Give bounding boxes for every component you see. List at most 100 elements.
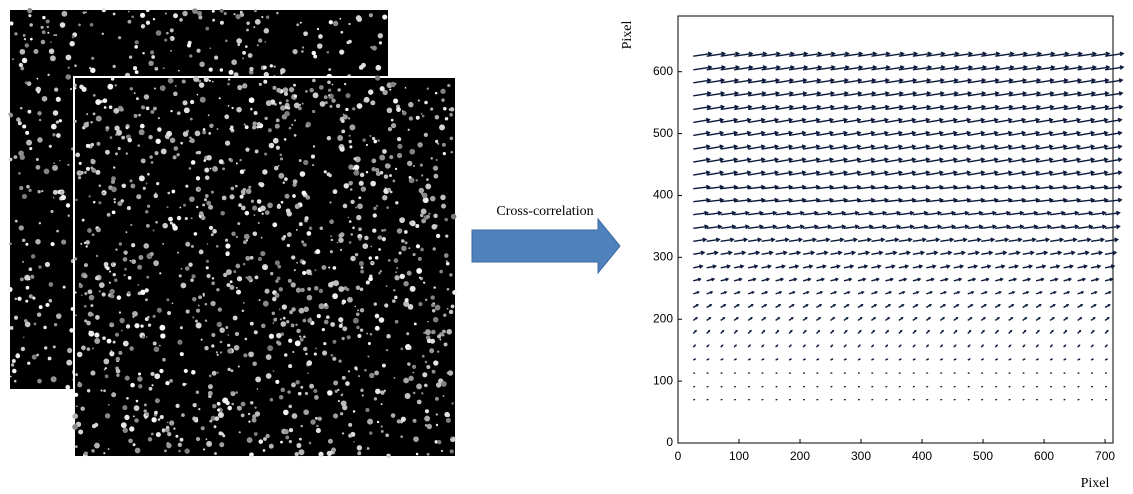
particle [155, 432, 161, 438]
vector [885, 170, 903, 176]
particle [355, 285, 361, 291]
particle [331, 83, 334, 86]
particle [246, 275, 253, 281]
particle [281, 236, 286, 241]
vector [734, 157, 752, 163]
particle [326, 450, 333, 457]
particle [358, 196, 362, 200]
particle [152, 341, 157, 346]
particle [130, 382, 135, 388]
vector [925, 358, 930, 361]
vector [912, 290, 920, 295]
particle [111, 392, 117, 398]
particle [122, 257, 128, 262]
particle [254, 149, 259, 154]
particle [409, 285, 416, 292]
particle [40, 39, 46, 45]
particle [308, 441, 312, 445]
particle [228, 69, 234, 75]
particle [145, 20, 151, 25]
vector [1063, 224, 1080, 230]
particle [341, 393, 344, 395]
particle [429, 195, 436, 202]
vector [843, 329, 848, 334]
particle [16, 353, 20, 356]
vector [898, 329, 903, 334]
particle [248, 185, 252, 189]
particle [371, 158, 377, 164]
vector [843, 117, 862, 124]
particle [151, 384, 154, 387]
vector [1077, 65, 1097, 71]
particle [118, 311, 122, 314]
particle [408, 177, 415, 184]
vector [967, 224, 984, 230]
particle [149, 155, 153, 159]
particle [427, 320, 429, 323]
vector [706, 250, 719, 256]
vector [912, 237, 927, 243]
vector [926, 104, 945, 111]
particle [199, 211, 204, 216]
particle [342, 326, 348, 332]
particle [88, 195, 91, 198]
vector [1077, 358, 1081, 361]
particle [296, 443, 302, 449]
particle [284, 193, 290, 199]
vector [1035, 277, 1045, 282]
vector [1077, 117, 1096, 124]
particle [46, 25, 50, 29]
particle [446, 328, 452, 335]
vector [748, 104, 767, 111]
vector [1022, 250, 1035, 256]
particle [306, 231, 312, 236]
particle [293, 119, 297, 122]
particle [65, 54, 72, 61]
particle [341, 375, 346, 380]
particle [66, 359, 73, 366]
vector [871, 304, 878, 309]
particle [134, 447, 141, 454]
particle [28, 294, 33, 299]
particle [113, 278, 118, 282]
vector [1050, 51, 1070, 57]
particle [315, 347, 317, 350]
vector [706, 358, 710, 361]
particle [406, 270, 412, 276]
particle [370, 245, 373, 248]
vector [926, 264, 937, 269]
particle [316, 27, 320, 31]
vector [1036, 78, 1055, 84]
vector [940, 130, 958, 137]
vector [1104, 170, 1123, 176]
vector [706, 224, 723, 230]
vector [720, 51, 741, 57]
particle [140, 24, 146, 29]
vector [693, 78, 712, 84]
particle [103, 261, 109, 267]
particle [428, 212, 431, 215]
particle [116, 295, 122, 300]
particle [182, 203, 187, 207]
particle [112, 64, 116, 69]
particle [440, 194, 446, 201]
vector [761, 329, 766, 334]
particle [119, 107, 124, 112]
particle [300, 424, 304, 428]
particle [214, 55, 219, 60]
vector [1022, 316, 1028, 322]
particle [435, 382, 442, 388]
particle [257, 221, 260, 225]
particle [442, 151, 446, 156]
vector [720, 264, 732, 269]
particle [404, 230, 408, 234]
particle [91, 449, 95, 453]
particle [121, 135, 126, 140]
vector [748, 157, 766, 163]
particle [421, 192, 428, 199]
particle [318, 85, 324, 90]
particle [31, 354, 37, 360]
vector [994, 304, 1001, 309]
particle [207, 114, 210, 117]
vector [692, 329, 697, 334]
